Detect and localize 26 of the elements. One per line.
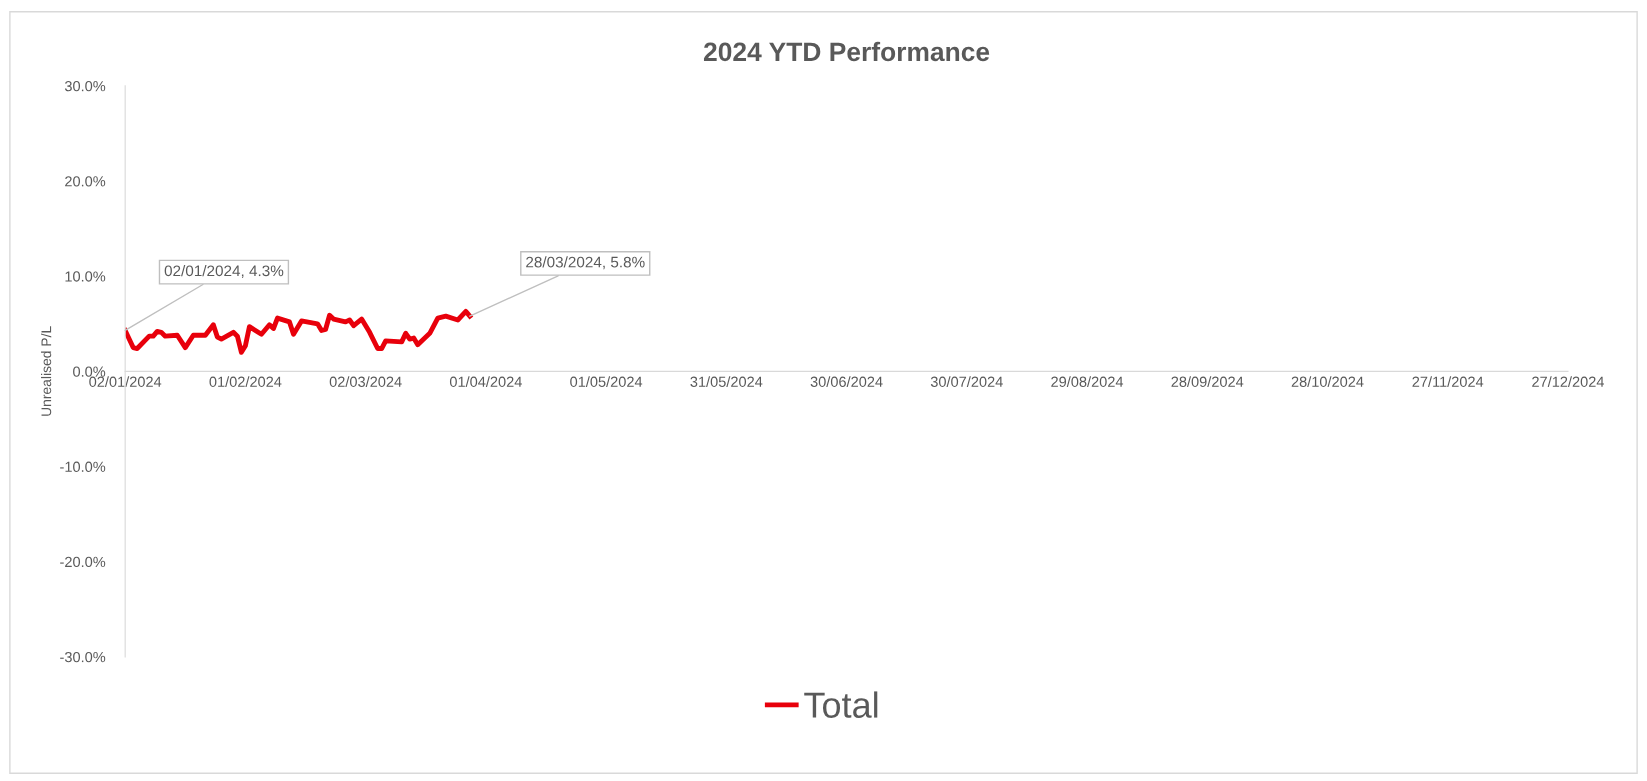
x-tick-label: 02/01/2024 — [89, 376, 162, 387]
x-tick-label: 30/07/2024 — [930, 376, 1003, 387]
line-series — [125, 308, 473, 355]
x-tick-label: 02/03/2024 — [329, 376, 402, 387]
annotation: 02/01/2024, 4.3% — [164, 265, 284, 279]
x-tick-label: 30/06/2024 — [810, 376, 883, 387]
y-tick-label: 30.0% — [64, 81, 106, 92]
y-axis-title: Unrealised P/L — [41, 326, 52, 416]
y-tick-label: -10.0% — [60, 461, 106, 472]
legend-label: Total — [804, 691, 878, 718]
y-tick-label: -30.0% — [60, 651, 106, 663]
x-tick-label: 27/12/2024 — [1532, 376, 1605, 387]
x-tick-label: 28/10/2024 — [1291, 376, 1364, 387]
y-tick-label: -20.0% — [60, 556, 106, 568]
x-tick-label: 31/05/2024 — [690, 376, 763, 387]
x-tick-label: 01/02/2024 — [209, 376, 282, 387]
annotation: 28/03/2024, 5.8% — [526, 256, 645, 270]
chart-title: 2024 YTD Performance — [703, 41, 990, 62]
y-tick-label: 10.0% — [65, 271, 106, 282]
y-tick-label: 0.0% — [73, 366, 106, 377]
x-tick-label: 01/05/2024 — [570, 376, 643, 387]
x-tick-label: 29/08/2024 — [1051, 376, 1124, 387]
x-tick-label: 28/09/2024 — [1171, 376, 1244, 387]
x-tick-label: 27/11/2024 — [1412, 376, 1484, 387]
x-tick-label: 01/04/2024 — [449, 376, 522, 387]
y-tick-label: 20.0% — [65, 176, 106, 187]
